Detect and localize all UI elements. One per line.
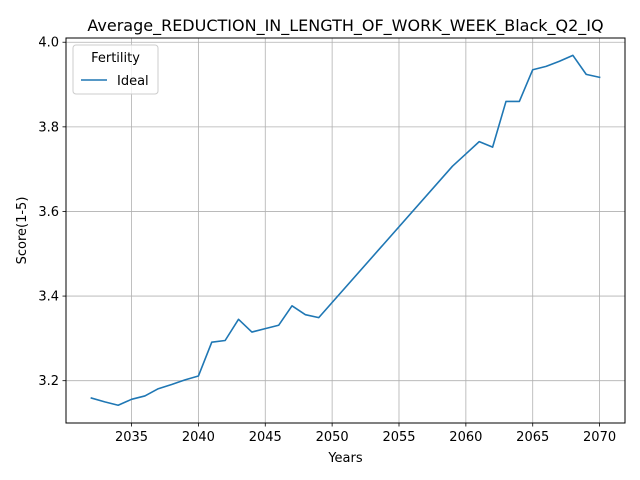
x-tick-label: 2060 <box>449 430 482 445</box>
y-tick-label: 3.6 <box>38 205 59 220</box>
series-layer <box>90 54 601 407</box>
axis-ticks: 2035 2040 2045 2050 2055 2060 2065 2070 3.2 3.4 3.… <box>38 36 616 445</box>
legend-entry-ideal: Ideal <box>117 74 149 89</box>
y-axis-label: Score(1-5) <box>15 197 30 265</box>
y-tick-label: 3.4 <box>38 290 59 305</box>
chart-title: Average_REDUCTION_IN_LENGTH_OF_WORK_WEEK… <box>87 16 603 36</box>
x-tick-label: 2035 <box>115 430 148 445</box>
x-tick-label: 2050 <box>316 430 349 445</box>
grid <box>66 38 625 423</box>
legend: Fertility Ideal <box>72 44 159 95</box>
plot-frame <box>65 37 626 424</box>
x-axis-label: Years <box>327 451 363 466</box>
y-tick-label: 4.0 <box>38 36 59 51</box>
x-tick-label: 2045 <box>249 430 282 445</box>
x-tick-label: 2055 <box>382 430 415 445</box>
legend-box <box>72 44 159 95</box>
series-line-ideal <box>90 54 601 407</box>
y-tick-label: 3.2 <box>38 374 59 389</box>
x-tick-label: 2065 <box>516 430 549 445</box>
y-tick-label: 3.8 <box>38 120 59 135</box>
x-tick-label: 2070 <box>583 430 616 445</box>
legend-title: Fertility <box>91 51 140 66</box>
x-tick-label: 2040 <box>182 430 215 445</box>
